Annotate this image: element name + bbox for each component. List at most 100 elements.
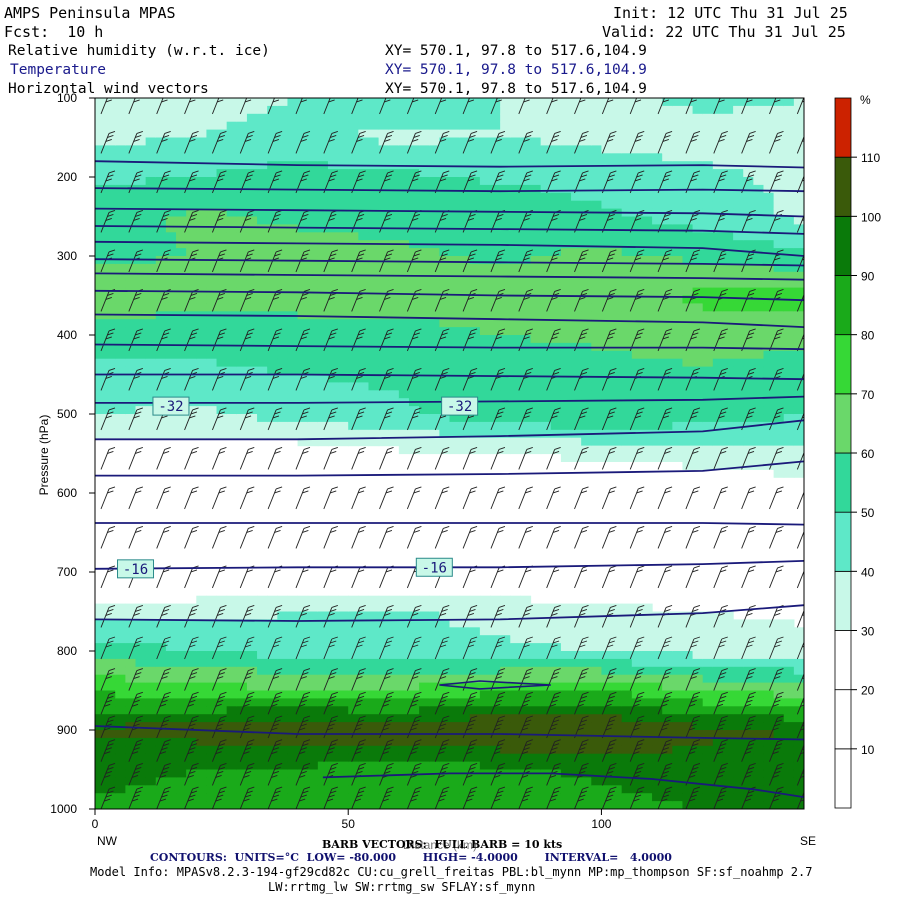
rh-cell (216, 169, 228, 178)
rh-cell (550, 295, 562, 304)
rh-cell (95, 216, 106, 225)
rh-cell (277, 421, 289, 431)
rh-cell (135, 801, 147, 809)
rh-cell (662, 745, 673, 755)
rh-cell (743, 98, 754, 107)
rh-cell (297, 319, 309, 328)
rh-cell (348, 390, 359, 399)
rh-cell (378, 121, 390, 131)
rh-cell (267, 714, 278, 723)
rh-cell (338, 358, 349, 368)
rh-cell (631, 674, 643, 684)
rh-cell (672, 793, 684, 802)
rh-cell (267, 224, 278, 233)
rh-cell (378, 263, 390, 273)
rh-cell (652, 263, 663, 273)
rh-cell (287, 113, 299, 123)
rh-cell (520, 429, 532, 439)
rh-cell (621, 200, 633, 210)
rh-cell (722, 263, 734, 273)
rh-cell (490, 651, 501, 660)
rh-cell (763, 208, 775, 218)
rh-cell (510, 390, 521, 399)
rh-cell (581, 137, 592, 146)
rh-cell (95, 153, 106, 162)
rh-cell (560, 382, 572, 391)
rh-cell (500, 232, 511, 241)
rh-cell (105, 350, 116, 360)
rh-cell (712, 730, 724, 739)
rh-cell (226, 777, 238, 786)
rh-cell (297, 240, 309, 249)
rh-cell (246, 651, 258, 660)
rh-cell (398, 390, 410, 399)
rh-cell (297, 406, 309, 415)
rh-cell (793, 437, 804, 447)
rh-cell (145, 177, 157, 186)
rh-cell (611, 437, 623, 447)
rh-cell (135, 121, 147, 131)
rh-cell (733, 248, 744, 257)
rh-cell (186, 627, 197, 636)
rh-cell (641, 240, 653, 249)
rh-cell (368, 216, 380, 225)
rh-cell (419, 303, 430, 312)
rh-cell (368, 793, 380, 802)
rh-cell (338, 595, 349, 605)
rh-cell (743, 674, 754, 684)
rh-cell (520, 200, 532, 210)
rh-cell (196, 682, 208, 692)
rh-cell (743, 327, 754, 336)
rh-cell (429, 777, 440, 786)
rh-cell (419, 311, 430, 320)
rh-cell (338, 437, 349, 447)
rh-cell (358, 145, 370, 154)
rh-cell (753, 777, 765, 786)
rh-cell (236, 192, 248, 202)
rh-cell (753, 279, 765, 289)
rh-cell (783, 406, 795, 415)
rh-cell (105, 224, 116, 233)
rh-cell (317, 169, 329, 178)
rh-cell (611, 311, 623, 320)
rh-cell (155, 761, 167, 771)
rh-cell (722, 437, 734, 447)
rh-cell (338, 145, 349, 154)
rh-cell (246, 674, 258, 684)
rh-cell (712, 777, 724, 786)
rh-cell (429, 256, 440, 265)
rh-cell (682, 366, 694, 376)
rh-cell (398, 698, 410, 707)
rh-cell (186, 390, 197, 399)
rh-cell (216, 192, 228, 202)
rh-cell (135, 777, 147, 786)
rh-cell (297, 603, 309, 613)
rh-cell (560, 311, 572, 320)
rh-cell (773, 327, 785, 336)
rh-cell (419, 406, 430, 415)
rh-cell (105, 98, 116, 107)
rh-cell (783, 98, 795, 107)
rh-cell (358, 216, 370, 225)
rh-cell (479, 137, 491, 146)
rh-cell (611, 129, 623, 139)
rh-cell (236, 737, 248, 747)
rh-cell (733, 169, 744, 178)
rh-cell (115, 248, 126, 257)
rh-cell (773, 145, 785, 154)
rh-cell (419, 98, 430, 107)
rh-cell (267, 603, 278, 613)
rh-cell (95, 737, 106, 747)
rh-cell (196, 177, 208, 186)
rh-cell (672, 358, 684, 368)
rh-cell (419, 216, 430, 225)
rh-cell (733, 350, 744, 360)
rh-cell (479, 358, 491, 368)
rh-cell (641, 714, 653, 723)
rh-cell (601, 240, 613, 249)
rh-cell (733, 303, 744, 312)
rh-cell (429, 722, 440, 731)
rh-cell (429, 698, 440, 707)
rh-cell (287, 105, 299, 115)
barb-flag (133, 99, 140, 103)
